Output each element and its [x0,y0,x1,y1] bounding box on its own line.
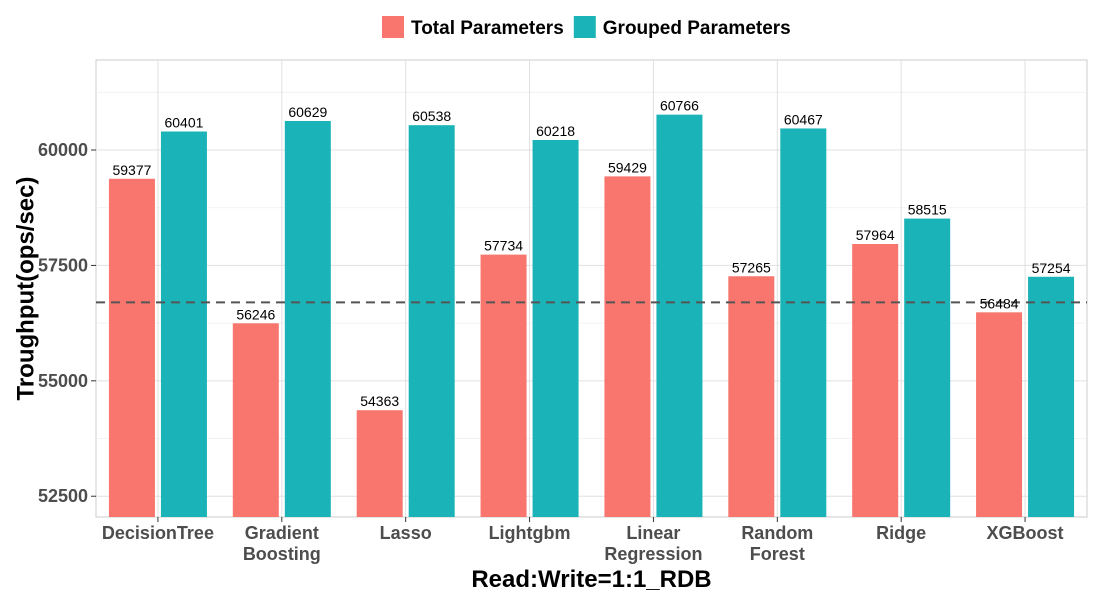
bar [532,139,579,518]
data-label: 60467 [784,111,823,127]
bar [108,178,155,517]
x-axis-title: Read:Write=1:1_RDB [471,566,711,593]
data-label: 60218 [536,123,575,139]
bar [976,312,1023,517]
legend: Total Parameters Grouped Parameters [382,16,791,39]
x-tick-label-line: Lasso [380,523,432,543]
data-label: 59377 [112,162,151,178]
bar [284,120,331,517]
plot-panel [95,59,1088,518]
x-tick-label-line: Lightgbm [489,523,571,543]
data-label: 60629 [288,104,327,120]
bar [480,254,527,517]
y-tick-label: 52500 [38,486,88,506]
legend-key [382,16,404,38]
x-tick-label: Ridge [876,523,926,543]
bar [780,128,827,517]
legend-label: Total Parameters [411,18,564,39]
x-axis-ticks: DecisionTree Gradient Boosting Lasso Lightgb… [102,517,1064,564]
bar [656,114,703,518]
legend-label: Grouped Parameters [603,18,791,39]
data-label: 60538 [412,108,451,124]
data-label: 57734 [484,238,523,254]
y-axis-title: Troughput(ops/sec) [13,177,40,401]
bar [356,410,403,517]
y-tick-label: 55000 [38,371,88,391]
data-label: 56484 [980,295,1019,311]
x-tick-label-line: Regression [604,544,702,564]
data-label: 57265 [732,259,771,275]
y-tick-label: 60000 [38,140,88,160]
x-tick-label-line: Random [741,523,813,543]
data-label: 60766 [660,98,699,114]
data-label: 60401 [164,115,203,131]
bar [852,244,899,518]
bar [728,276,775,517]
y-tick-label: 57500 [38,255,88,275]
x-tick-label-line: XGBoost [987,523,1064,543]
bar [604,176,651,518]
x-tick-label: XGBoost [987,523,1064,543]
data-labels: 59377 56246 54363 57734 59429 57265 57964 56484… [112,98,1070,410]
x-tick-label-line: Gradient [245,523,319,543]
x-tick-label-line: Boosting [243,544,321,564]
bar [408,125,455,517]
x-tick-label: Linear Regression [604,523,702,564]
bars [108,114,1075,518]
bar [904,218,951,517]
x-tick-label: Lightgbm [489,523,571,543]
data-label: 56246 [236,306,275,322]
x-tick-label: Lasso [380,523,432,543]
x-tick-label-line: DecisionTree [102,523,214,543]
data-label: 58515 [908,202,947,218]
data-label: 57964 [856,227,895,243]
x-tick-label: DecisionTree [102,523,214,543]
x-tick-label-line: Ridge [876,523,926,543]
data-label: 59429 [608,159,647,175]
bar [232,323,279,517]
data-label: 57254 [1032,260,1071,276]
x-tick-label-line: Forest [750,544,805,564]
bar [160,131,207,518]
bar [1028,276,1075,517]
x-tick-label: Gradient Boosting [243,523,321,564]
y-axis-ticks: 52500 55000 57500 60000 [38,140,96,506]
legend-key [573,16,596,38]
x-tick-label: Random Forest [741,523,813,564]
x-tick-label-line: Linear [626,523,680,543]
data-label: 54363 [360,393,399,409]
